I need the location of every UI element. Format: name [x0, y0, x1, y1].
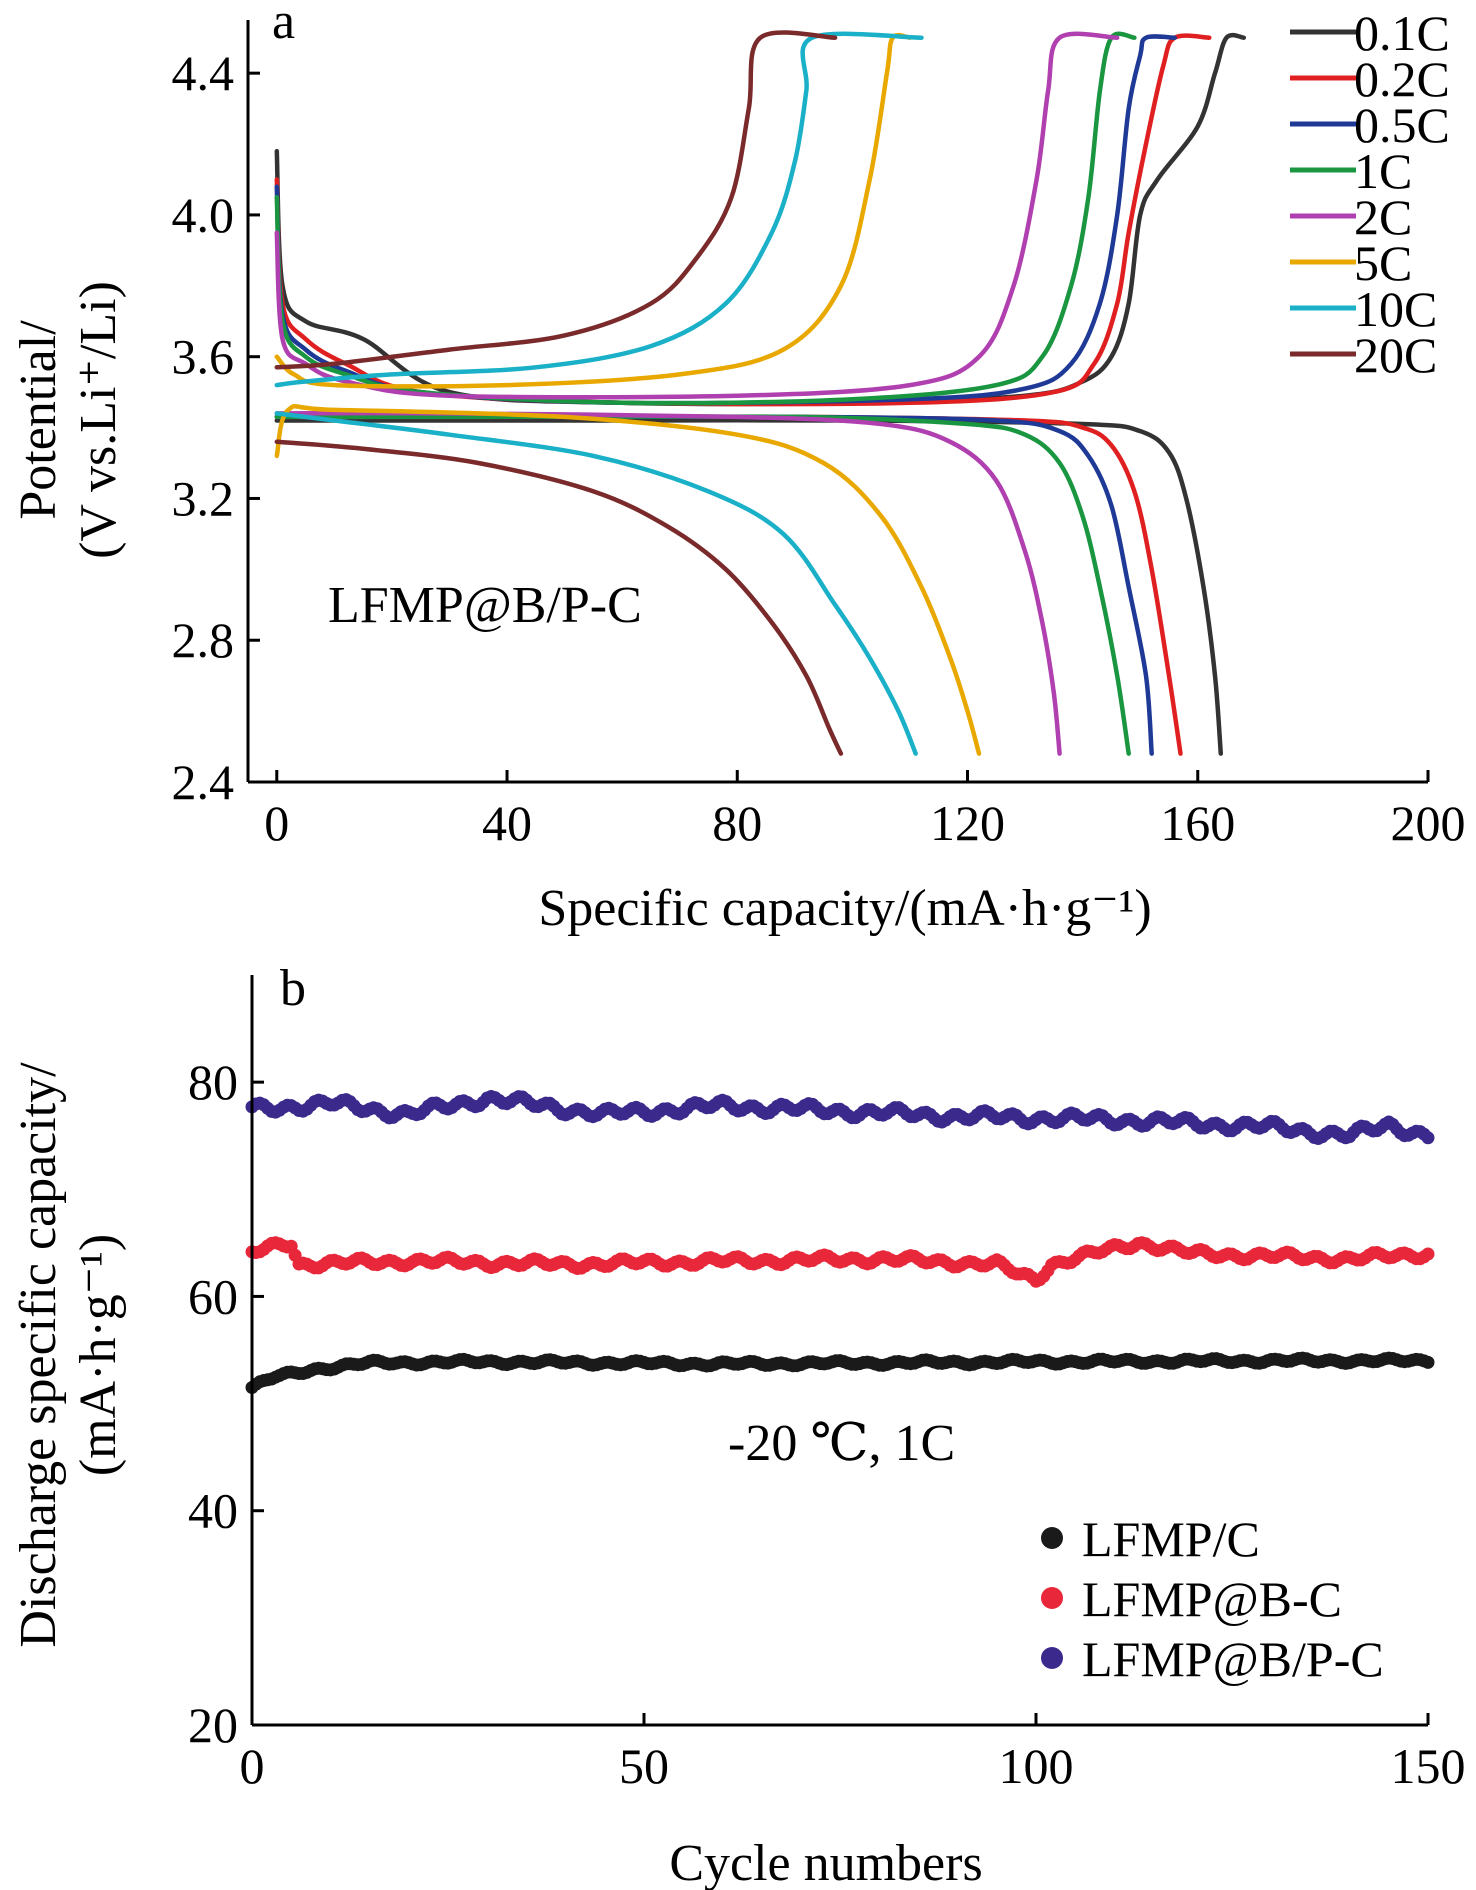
legend-label: 0.5C	[1354, 97, 1450, 153]
charge-curve-0p2c	[274, 33, 1212, 407]
panel-a-y-tick-label: 3.6	[172, 329, 235, 385]
panel-a-x-tick-label: 80	[712, 795, 762, 851]
data-point	[1421, 1131, 1435, 1145]
panel-a-curves	[274, 30, 1247, 756]
legend-label: 2C	[1354, 189, 1412, 245]
panel-b-x-tick-label: 100	[999, 1738, 1074, 1794]
panel-b-points	[245, 1090, 1435, 1394]
panel-a-x-tick-label: 120	[930, 795, 1005, 851]
panel-a-y-tick-label: 2.8	[172, 612, 235, 668]
legend-marker	[1041, 1587, 1063, 1609]
data-point	[1421, 1355, 1435, 1369]
panel-a-y-tick-label: 2.4	[172, 754, 235, 810]
legend-label: 10C	[1354, 281, 1437, 337]
panel-a: 0 40 80 120 160 200 2.4 2.8 3.2 3.6 4.0 4.4 a LFMP@…	[10, 0, 1466, 937]
panel-b-axes: 0 50 100 150 20 40 60 80	[188, 975, 1466, 1794]
panel-b-x-tick-label: 0	[240, 1738, 265, 1794]
panel-b-y-axis-title-line2: (mA·h·g⁻¹)	[70, 1234, 127, 1476]
panel-b-y-tick-label: 20	[188, 1697, 238, 1753]
charge-curve-20c	[274, 30, 838, 370]
panel-a-annotation: LFMP@B/P-C	[328, 577, 642, 634]
legend-label: 5C	[1354, 235, 1412, 291]
panel-b-x-tick-label: 50	[619, 1738, 669, 1794]
legend-marker	[1041, 1527, 1063, 1549]
legend-label: 20C	[1354, 327, 1437, 383]
legend-label: 0.2C	[1354, 51, 1450, 107]
panel-b-y-tick-label: 60	[188, 1268, 238, 1324]
charge-curve-2c	[274, 31, 1120, 400]
panel-b: 0 50 100 150 20 40 60 80 b -20 ℃, 1C Cycle numb…	[10, 960, 1466, 1890]
legend-label: LFMP@B/P-C	[1082, 1631, 1384, 1687]
legend-label: 1C	[1354, 143, 1412, 199]
discharge-curve-10c	[274, 411, 918, 756]
panel-a-y-tick-label: 4.0	[172, 187, 235, 243]
panel-a-y-tick-label: 3.2	[172, 470, 235, 526]
panel-b-x-axis-title: Cycle numbers	[669, 1835, 982, 1890]
panel-a-y-axis-title-line2: (V vs.Li⁺/Li)	[70, 281, 127, 559]
panel-a-x-tick-label: 200	[1391, 795, 1466, 851]
discharge-curve-20c	[274, 439, 844, 756]
panel-b-letter: b	[280, 960, 306, 1017]
discharge-curve-5c	[274, 403, 982, 756]
panel-b-y-tick-label: 40	[188, 1483, 238, 1539]
charge-curve-10c	[274, 31, 924, 388]
panel-b-y-axis-title-line1: Discharge specific capacity/	[10, 1062, 67, 1648]
legend-marker	[1041, 1647, 1063, 1669]
panel-a-x-axis-title: Specific capacity/(mA·h·g⁻¹)	[538, 880, 1151, 937]
discharge-curve-1c	[274, 414, 1131, 756]
charge-curve-1c	[274, 31, 1137, 406]
discharge-curve-0p1c	[274, 417, 1224, 756]
panel-a-x-tick-label: 40	[482, 795, 532, 851]
panel-a-axes: 0 40 80 120 160 200 2.4 2.8 3.2 3.6 4.0 4.4	[172, 20, 1466, 851]
charge-curve-5c	[274, 32, 913, 389]
panel-b-annotation: -20 ℃, 1C	[728, 1415, 955, 1472]
legend-label: 0.1C	[1354, 5, 1450, 61]
panel-b-y-tick-label: 80	[188, 1054, 238, 1110]
legend-label: LFMP/C	[1082, 1511, 1260, 1567]
panel-a-x-tick-label: 160	[1160, 795, 1235, 851]
panel-b-x-tick-label: 150	[1391, 1738, 1466, 1794]
legend-label: LFMP@B-C	[1082, 1571, 1342, 1627]
panel-a-y-tick-label: 4.4	[172, 45, 235, 101]
data-point	[1421, 1247, 1435, 1261]
panel-a-y-axis-title-line1: Potential/	[10, 320, 67, 520]
panel-a-letter: a	[272, 0, 295, 50]
panel-a-x-tick-label: 0	[264, 795, 289, 851]
charge-curve-0p5c	[274, 34, 1177, 406]
